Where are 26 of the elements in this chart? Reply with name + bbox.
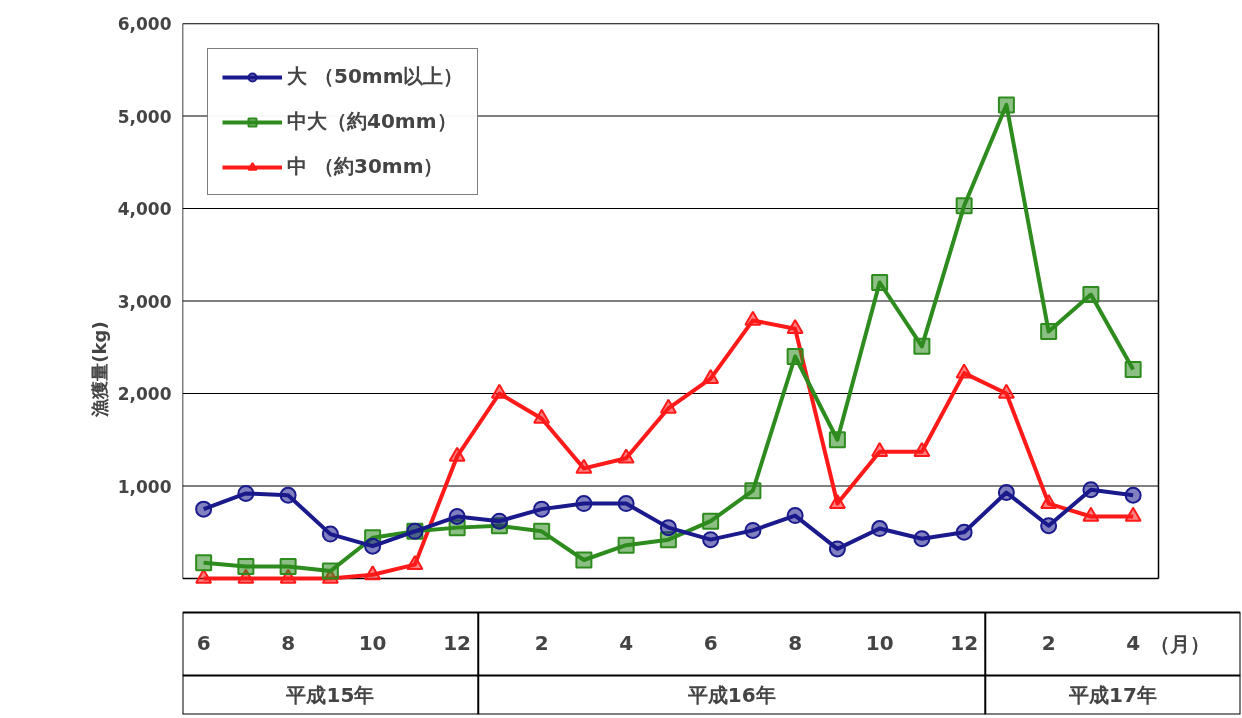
- y-axis-title: 漁獲量(kg): [88, 321, 110, 418]
- x-tick-label: 10: [865, 630, 894, 655]
- legend-label: 大 （50mm以上）: [287, 63, 464, 90]
- y-tick-label: 1,000: [117, 476, 172, 497]
- y-tick-label: 5,000: [117, 106, 172, 127]
- x-tick-label: 12: [950, 630, 979, 655]
- x-tick-label: 8: [788, 630, 803, 655]
- x-tick-label: 2: [534, 630, 549, 655]
- y-tick-label: 6,000: [117, 14, 172, 34]
- x-tick-label: 8: [281, 630, 296, 655]
- y-tick-label: 4,000: [117, 199, 172, 219]
- x-tick-label: 10: [358, 630, 387, 655]
- y-tick-label: 2,000: [117, 384, 172, 404]
- x-tick-label: 4: [1126, 630, 1141, 655]
- x-tick-label: 6: [703, 630, 718, 655]
- text: 平成15年: [285, 683, 375, 707]
- x-tick-label: 6: [196, 630, 211, 655]
- text: 平成17年: [1067, 683, 1157, 707]
- x-tick-label: 4: [619, 630, 634, 655]
- legend-label: 中 （約30mm）: [287, 153, 444, 180]
- y-tick-label: 3,000: [117, 291, 172, 312]
- text: 平成16年: [686, 683, 776, 707]
- text: （月）: [1150, 632, 1211, 656]
- x-tick-label: 12: [443, 630, 472, 655]
- legend-label: 中大（約40mm）: [287, 108, 457, 135]
- x-tick-label: 2: [1041, 630, 1056, 655]
